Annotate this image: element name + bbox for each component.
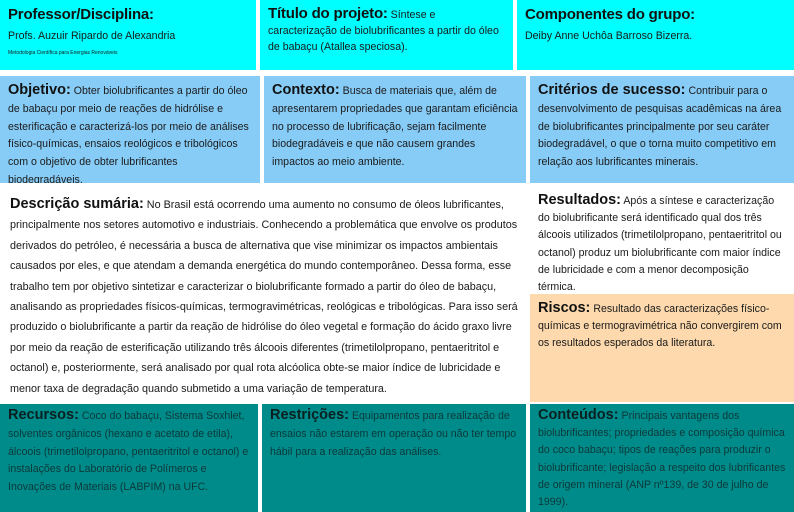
restricoes-heading: Restrições: bbox=[270, 407, 349, 423]
conteudos-heading: Conteúdos: bbox=[538, 407, 619, 423]
discipline-name: Metodologia Científica para Energias Ren… bbox=[8, 50, 118, 57]
titulo-heading: Título do projeto: bbox=[268, 5, 388, 22]
componentes-text: Deiby Anne Uchôa Barroso Bizerra. bbox=[525, 29, 693, 42]
conteudos-text: Principais vantagens dos biolubrificante… bbox=[538, 410, 786, 509]
riscos-heading: Riscos: bbox=[538, 300, 591, 316]
descricao-panel: Descrição sumária: No Brasil está ocorre… bbox=[0, 186, 528, 404]
conteudos-panel: Conteúdos: Principais vantagens dos biol… bbox=[530, 404, 794, 512]
resultados-text: Após a síntese e caracterização do biolu… bbox=[538, 195, 782, 292]
descricao-heading: Descrição sumária: bbox=[10, 196, 144, 212]
professor-heading: Professor/Disciplina: bbox=[8, 6, 154, 23]
riscos-panel: Riscos: Resultado das caracterizações fí… bbox=[530, 294, 794, 402]
restricoes-text: Equipamentos para realização de ensaios … bbox=[270, 410, 517, 458]
objetivo-heading: Objetivo: bbox=[8, 82, 71, 98]
componentes-panel: Componentes do grupo: Deiby Anne Uchôa B… bbox=[517, 0, 794, 70]
objetivo-panel: Objetivo: Obter biolubrificantes a parti… bbox=[0, 76, 260, 183]
criterios-panel: Critérios de sucesso: Contribuir para o … bbox=[530, 76, 794, 183]
contexto-heading: Contexto: bbox=[272, 82, 340, 98]
titulo-text: Síntese e caracterização de biolubrifica… bbox=[268, 9, 499, 53]
professor-panel: Professor/Disciplina: Profs. Auzuir Ripa… bbox=[0, 0, 256, 70]
objetivo-text: Obter biolubrificantes a partir do óleo … bbox=[8, 85, 249, 183]
titulo-panel: Título do projeto: Síntese e caracteriza… bbox=[260, 0, 513, 70]
restricoes-panel: Restrições: Equipamentos para realização… bbox=[262, 404, 526, 512]
resultados-panel: Resultados: Após a síntese e caracteriza… bbox=[530, 186, 794, 292]
riscos-text: Resultado das caracterizações físico-quí… bbox=[538, 303, 782, 350]
criterios-heading: Critérios de sucesso: bbox=[538, 82, 686, 98]
recursos-text: Coco do babaçu, Sistema Soxhlet, solvent… bbox=[8, 410, 249, 494]
professor-name: Profs. Auzuir Ripardo de Alexandria bbox=[8, 29, 176, 42]
recursos-panel: Recursos: Coco do babaçu, Sistema Soxhle… bbox=[0, 404, 258, 512]
contexto-text: Busca de materiais que, além de apresent… bbox=[272, 85, 518, 169]
recursos-heading: Recursos: bbox=[8, 407, 79, 423]
descricao-text: No Brasil está ocorrendo uma aumento no … bbox=[10, 199, 518, 395]
componentes-heading: Componentes do grupo: bbox=[525, 6, 695, 23]
criterios-text: Contribuir para o desenvolvimento de pes… bbox=[538, 85, 782, 169]
resultados-heading: Resultados: bbox=[538, 192, 621, 208]
contexto-panel: Contexto: Busca de materiais que, além d… bbox=[264, 76, 526, 183]
